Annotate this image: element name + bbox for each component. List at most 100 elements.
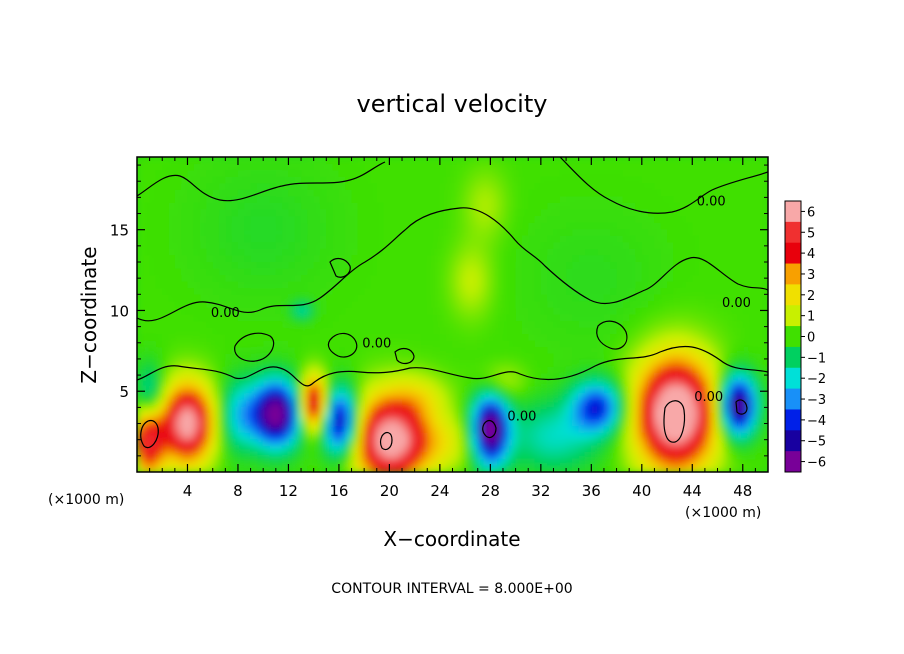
field-cell: [231, 248, 239, 257]
field-cell: [547, 321, 555, 329]
field-cell: [389, 222, 397, 230]
field-cell: [502, 373, 511, 381]
field-cell: [540, 373, 548, 381]
field-cell: [420, 340, 429, 349]
field-cell: [408, 445, 416, 454]
field-cell: [376, 334, 384, 342]
field-cell: [181, 235, 189, 244]
field-cell: [717, 314, 725, 322]
field-cell: [326, 406, 334, 414]
field-cell: [244, 314, 252, 322]
field-cell: [484, 216, 492, 224]
field-cell: [370, 157, 378, 165]
field-cell: [585, 426, 593, 434]
field-cell: [540, 367, 548, 375]
field-cell: [572, 458, 580, 467]
field-cell: [282, 222, 290, 230]
field-cell: [471, 170, 479, 178]
field-cell: [547, 412, 555, 421]
field-cell: [559, 183, 567, 191]
field-cell: [730, 340, 738, 349]
field-cell: [698, 353, 706, 362]
field-cell: [572, 202, 580, 211]
field-cell: [307, 373, 315, 381]
field-cell: [723, 202, 731, 211]
field-cell: [559, 367, 567, 375]
x-axis-label: X−coordinate: [383, 527, 520, 551]
field-cell: [490, 386, 498, 395]
field-cell: [225, 367, 233, 375]
field-cell: [547, 380, 555, 388]
field-cell: [553, 222, 561, 230]
field-cell: [168, 458, 176, 467]
field-cell: [742, 301, 750, 309]
field-cell: [641, 294, 649, 303]
field-cell: [395, 399, 403, 408]
field-cell: [698, 380, 706, 388]
field-cell: [263, 406, 271, 414]
field-cell: [149, 222, 157, 230]
field-cell: [376, 235, 384, 244]
field-cell: [458, 202, 466, 211]
field-cell: [502, 196, 511, 204]
field-cell: [730, 432, 738, 440]
field-cell: [420, 412, 429, 421]
field-cell: [534, 229, 542, 237]
field-cell: [566, 294, 574, 303]
field-cell: [326, 373, 334, 381]
field-cell: [616, 419, 624, 427]
field-cell: [212, 202, 220, 211]
field-cell: [547, 439, 555, 447]
field-cell: [376, 412, 384, 421]
field-cell: [143, 163, 151, 171]
field-cell: [755, 281, 763, 290]
field-cell: [648, 202, 656, 211]
field-cell: [736, 393, 744, 401]
field-cell: [383, 327, 391, 335]
field-cell: [490, 393, 498, 401]
field-cell: [698, 458, 706, 467]
field-cell: [357, 255, 365, 263]
field-cell: [559, 340, 567, 349]
field-cell: [521, 393, 530, 401]
field-cell: [294, 307, 302, 316]
field-cell: [471, 196, 479, 204]
field-cell: [427, 196, 435, 204]
field-cell: [414, 367, 422, 375]
field-cell: [263, 373, 271, 381]
field-cell: [730, 301, 738, 309]
field-cell: [370, 222, 378, 230]
field-cell: [458, 248, 466, 257]
field-cell: [704, 367, 713, 375]
field-cell: [200, 176, 208, 185]
field-cell: [282, 255, 290, 263]
field-cell: [319, 288, 328, 296]
field-cell: [345, 367, 353, 375]
field-cell: [351, 458, 359, 467]
field-cell: [427, 281, 435, 290]
field-cell: [433, 393, 441, 401]
field-cell: [616, 262, 624, 270]
field-cell: [383, 235, 391, 244]
field-cell: [458, 268, 466, 276]
field-cell: [269, 380, 277, 388]
field-cell: [301, 222, 309, 230]
field-cell: [559, 452, 567, 460]
field-cell: [408, 288, 416, 296]
field-cell: [200, 255, 208, 263]
field-cell: [250, 445, 258, 454]
field-cell: [294, 386, 302, 395]
field-cell: [137, 327, 145, 335]
field-cell: [332, 275, 340, 283]
field-cell: [591, 445, 599, 454]
field-cell: [685, 334, 694, 342]
field-cell: [162, 360, 170, 368]
field-cell: [711, 262, 719, 270]
field-cell: [692, 229, 700, 237]
field-cell: [433, 465, 441, 472]
field-cell: [319, 170, 328, 178]
field-cell: [761, 176, 768, 185]
field-cell: [477, 196, 485, 204]
field-cell: [282, 412, 290, 421]
field-cell: [439, 419, 447, 427]
